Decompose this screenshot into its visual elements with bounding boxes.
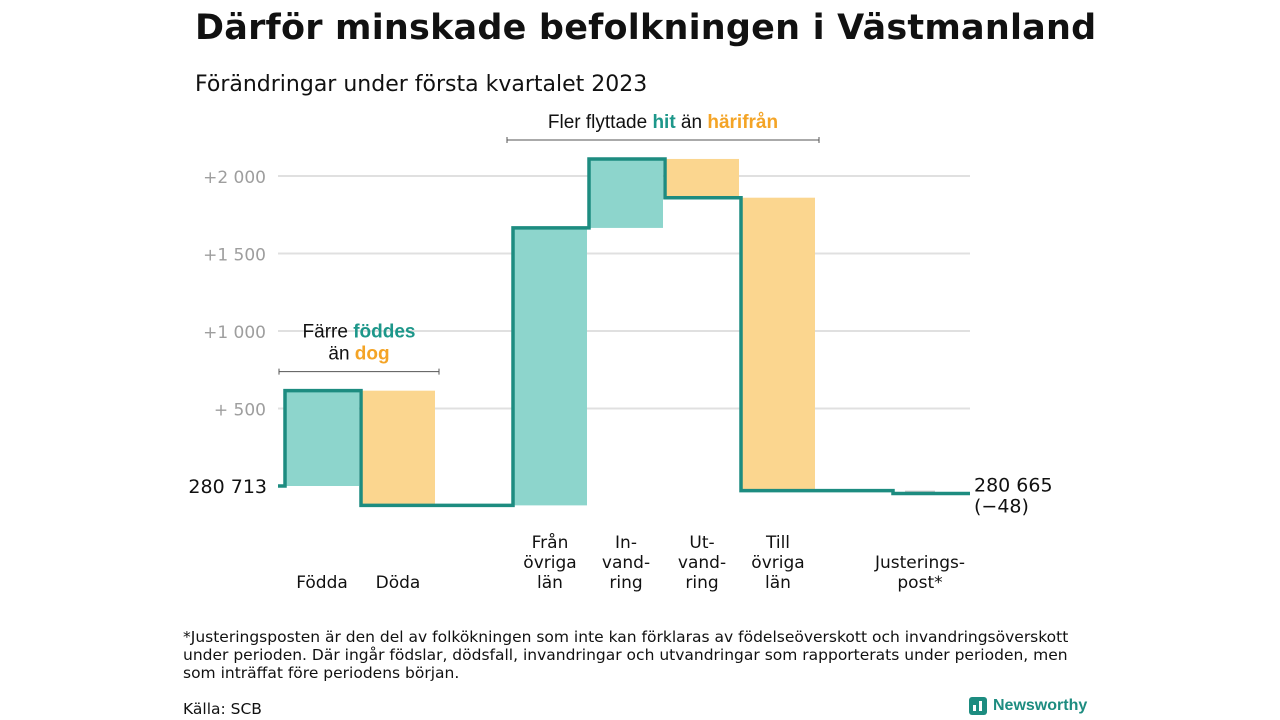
y-tick-label-0: + 500 [214, 401, 266, 421]
brand-name: Newsworthy [993, 697, 1088, 714]
footnote: *Justeringsposten är den del av folkökni… [183, 628, 1069, 682]
bar-6 [741, 197, 815, 491]
chart-subtitle: Förändringar under första kvartalet 2023 [195, 72, 648, 97]
annotation-bracket-0 [278, 368, 440, 375]
end-change-label: (−48) [974, 495, 1029, 517]
annotation-bracket-1 [506, 136, 820, 143]
category-label-3: Från övriga län [523, 532, 576, 593]
annotation-text-0-1: än dog [328, 344, 389, 365]
bar-3 [513, 227, 587, 506]
end-value-label: 280 665 [974, 474, 1053, 496]
waterfall-chart: + 500 +1 000 +1 500 +2 000 280 713 280 665(−4… [188, 112, 1053, 593]
start-value-label: 280 713 [188, 476, 267, 498]
category-label-8: Justerings-post* [874, 553, 965, 593]
category-label-4: In-vand-ring [602, 533, 650, 593]
annotation-text-1-0: Fler flyttade hit än härifrån [548, 112, 778, 133]
population-step-line [278, 157, 970, 508]
category-label-0: Födda [296, 573, 348, 593]
bar-chart-icon [969, 697, 987, 715]
source-label: Källa: SCB [183, 700, 262, 718]
category-label-1: Döda [376, 573, 421, 593]
category-label-6: Till övriga län [751, 533, 804, 593]
y-tick-label-1: +1 000 [203, 323, 266, 343]
bar-5 [665, 158, 739, 198]
chart-title: Därför minskade befolkningen i Västmanla… [195, 8, 1097, 48]
brand-logo: Newsworthy [969, 697, 1087, 715]
category-label-5: Ut-vand-ring [678, 533, 726, 593]
bar-1 [361, 390, 435, 506]
y-tick-label-3: +2 000 [203, 168, 266, 188]
annotation-text-0-0: Färre föddes [303, 322, 416, 343]
bar-4 [589, 158, 663, 228]
y-tick-label-2: +1 500 [203, 246, 266, 266]
bar-0 [285, 390, 359, 486]
